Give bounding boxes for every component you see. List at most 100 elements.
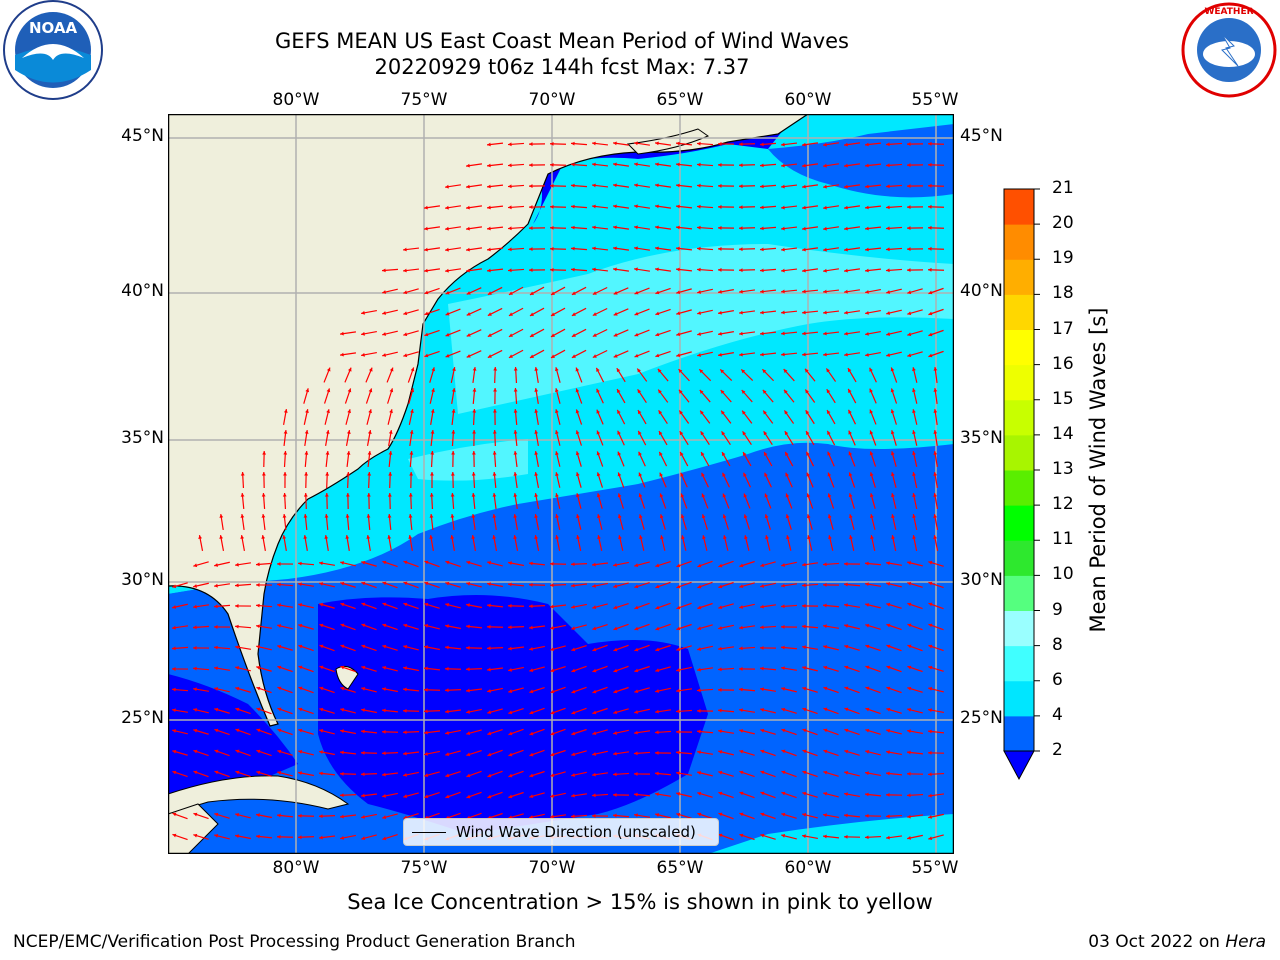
wave-arrow-head-364 — [658, 410, 663, 415]
wave-arrow-head-987 — [928, 772, 932, 777]
wave-arrow-head-964 — [445, 773, 450, 778]
wave-arrow-head-141 — [865, 247, 869, 252]
wave-arrow-head-819 — [508, 689, 513, 694]
wave-arrow-head-358 — [534, 409, 539, 413]
wave-arrow-head-1002 — [634, 792, 638, 797]
wave-arrow-head-9 — [676, 141, 680, 146]
svg-text:WEATHER: WEATHER — [1204, 7, 1253, 17]
wave-arrow-head-808 — [277, 686, 282, 691]
wave-arrow-head-37 — [781, 163, 785, 168]
wave-arrow-head-687 — [844, 603, 848, 608]
wave-arrow-head-350 — [368, 409, 372, 414]
wave-arrow-head-21 — [928, 141, 932, 146]
wave-arrow-head-241 — [634, 332, 639, 337]
wave-arrow-head-552 — [324, 535, 329, 539]
wave-arrow-head-444 — [261, 472, 266, 476]
wave-arrow-head-1027 — [382, 815, 387, 820]
lon-label-top-75w: 75°W — [400, 90, 448, 110]
wave-arrow-head-982 — [823, 770, 828, 775]
wave-arrow-head-76 — [571, 204, 575, 209]
wave-arrow-head-606 — [697, 563, 702, 568]
wave-arrow-head-540 — [827, 514, 832, 519]
wave-arrow-head-698 — [298, 623, 303, 628]
wave-arrow-head-917 — [235, 749, 240, 754]
wave-arrow-head-128 — [592, 246, 596, 251]
wave-arrow-head-924 — [382, 751, 386, 756]
wave-arrow-head-288 — [389, 367, 394, 372]
wave-arrow-head-462 — [638, 472, 643, 477]
wave-arrow-head-654 — [928, 581, 933, 586]
wave-arrow-head-827 — [676, 688, 680, 693]
wave-arrow-head-71 — [466, 205, 470, 210]
wave-arrow-head-764 — [907, 644, 912, 649]
wave-arrow-head-229 — [382, 332, 387, 336]
wave-arrow-head-403 — [806, 431, 810, 436]
wave-arrow-head-44 — [928, 162, 932, 167]
wave-arrow-head-692 — [172, 625, 176, 630]
wave-arrow-head-617 — [928, 560, 933, 565]
wave-arrow-head-951 — [172, 770, 177, 775]
wave-arrow-head-564 — [576, 535, 580, 540]
wave-arrow-head-957 — [298, 771, 302, 776]
wave-arrow-head-721 — [781, 625, 785, 629]
wave-arrow-head-453 — [450, 472, 455, 476]
wave-arrow-head-558 — [450, 535, 455, 539]
wave-arrow-head-113 — [823, 226, 827, 231]
wave-arrow-head-607 — [718, 563, 723, 568]
wave-arrow-head-545 — [933, 514, 938, 518]
wave-arrow-head-60 — [760, 184, 764, 189]
wave-arrow-head-512 — [240, 514, 245, 518]
wave-arrow-head-660 — [277, 603, 281, 608]
wave-arrow-head-733 — [256, 645, 261, 649]
wave-arrow-head-984 — [865, 771, 869, 776]
wave-arrow-head-404 — [827, 430, 831, 435]
colorbar-tick-16: 16 — [1052, 353, 1074, 374]
wave-arrow-head-1036 — [571, 814, 575, 819]
wave-arrow-head-529 — [597, 514, 601, 519]
colorbar-segment-6 — [1004, 505, 1034, 541]
wave-arrow-head-423 — [534, 451, 539, 455]
wave-arrow-head-139 — [823, 247, 827, 252]
wave-arrow-head-763 — [886, 644, 891, 649]
wave-arrow-head-885 — [340, 729, 344, 734]
wave-arrow-head-369 — [763, 410, 767, 415]
wave-arrow-head-465 — [701, 472, 705, 477]
wave-arrow-head-243 — [676, 332, 681, 337]
wave-arrow-head-712 — [592, 626, 597, 631]
wave-arrow-head-689 — [886, 602, 891, 607]
wave-arrow-head-997 — [529, 794, 534, 799]
lon-label-bottom-65w: 65°W — [656, 858, 704, 878]
wave-arrow-head-1022 — [277, 813, 281, 818]
wave-arrow-head-830 — [739, 687, 743, 692]
lon-label-bottom-80w: 80°W — [272, 858, 320, 878]
wave-arrow-head-112 — [802, 226, 806, 231]
wave-arrow-head-143 — [907, 247, 911, 251]
wave-arrow-head-66 — [886, 184, 890, 189]
wave-arrow-head-604 — [655, 563, 660, 568]
wave-arrow-head-683 — [760, 604, 764, 609]
wave-arrow-head-202 — [424, 311, 429, 316]
wave-arrow-head-933 — [571, 752, 576, 757]
wave-arrow-head-257 — [361, 352, 365, 357]
wave-arrow-head-495 — [617, 493, 622, 498]
wave-arrow-head-882 — [277, 728, 282, 733]
wave-arrow-head-206 — [508, 312, 513, 316]
wave-arrow-head-778 — [424, 666, 428, 671]
wave-arrow-head-405 — [848, 430, 852, 435]
wave-arrow-head-973 — [634, 772, 638, 776]
wave-arrow-head-884 — [319, 729, 324, 733]
wave-arrow-head-610 — [781, 563, 786, 567]
wave-arrow-head-386 — [451, 430, 456, 434]
wave-arrow-head-747 — [550, 647, 555, 652]
wave-arrow-head-337 — [762, 389, 767, 394]
wave-arrow-head-366 — [700, 410, 704, 415]
wave-arrow-head-761 — [844, 644, 849, 649]
wave-arrow-head-27 — [571, 162, 575, 167]
wave-arrow-head-881 — [256, 728, 261, 733]
wave-arrow-head-1061 — [319, 835, 323, 840]
wave-arrow-head-234 — [487, 333, 492, 337]
lon-label-top-80w: 80°W — [272, 90, 320, 110]
wave-arrow-head-418 — [430, 451, 435, 455]
wave-arrow-head-774 — [340, 665, 345, 670]
wave-arrow-head-1007 — [739, 791, 744, 796]
